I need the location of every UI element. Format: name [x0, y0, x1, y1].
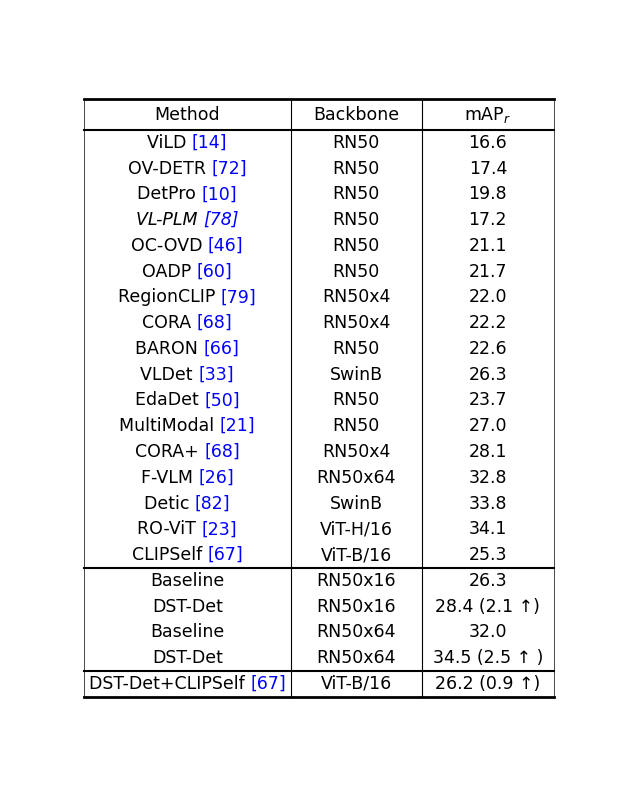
Text: [79]: [79]	[221, 288, 257, 307]
Text: [26]: [26]	[198, 469, 234, 487]
Text: CLIPSelf: CLIPSelf	[131, 546, 207, 564]
Text: 17.2: 17.2	[468, 211, 507, 229]
Text: DetPro: DetPro	[137, 185, 202, 203]
Text: OV-DETR: OV-DETR	[128, 160, 211, 177]
Text: RN50: RN50	[333, 340, 380, 358]
Text: 16.6: 16.6	[468, 134, 507, 152]
Text: DST-Det: DST-Det	[152, 597, 223, 615]
Text: 17.4: 17.4	[468, 160, 507, 177]
Text: 22.0: 22.0	[468, 288, 507, 307]
Text: [68]: [68]	[197, 314, 233, 333]
Text: 19.8: 19.8	[468, 185, 507, 203]
Text: SwinB: SwinB	[330, 495, 383, 512]
Text: [60]: [60]	[197, 262, 233, 281]
Text: RN50x16: RN50x16	[317, 572, 396, 589]
Text: [46]: [46]	[208, 237, 244, 255]
Text: [72]: [72]	[211, 160, 247, 177]
Text: ViT-B/16: ViT-B/16	[321, 675, 392, 693]
Text: [67]: [67]	[250, 675, 285, 693]
Text: CORA: CORA	[142, 314, 197, 333]
Text: [66]: [66]	[203, 340, 239, 358]
Text: 23.7: 23.7	[468, 392, 507, 410]
Text: 22.6: 22.6	[468, 340, 507, 358]
Text: RN50x4: RN50x4	[322, 288, 391, 307]
Text: DST-Det+CLIPSelf: DST-Det+CLIPSelf	[89, 675, 250, 693]
Text: RN50: RN50	[333, 237, 380, 255]
Text: [33]: [33]	[198, 366, 234, 384]
Text: EdaDet: EdaDet	[135, 392, 204, 410]
Text: RN50: RN50	[333, 160, 380, 177]
Text: 34.1: 34.1	[468, 520, 507, 538]
Text: [14]: [14]	[192, 134, 228, 152]
Text: 22.2: 22.2	[468, 314, 507, 333]
Text: 21.7: 21.7	[468, 262, 507, 281]
Text: ViT-H/16: ViT-H/16	[320, 520, 393, 538]
Text: [67]: [67]	[207, 546, 243, 564]
Text: VLDet: VLDet	[141, 366, 198, 384]
Text: RegionCLIP: RegionCLIP	[118, 288, 221, 307]
Text: 32.8: 32.8	[468, 469, 507, 487]
Text: RN50: RN50	[333, 134, 380, 152]
Text: VL-PLM: VL-PLM	[136, 211, 203, 229]
Text: RN50: RN50	[333, 262, 380, 281]
Text: RN50: RN50	[333, 392, 380, 410]
Text: 28.4 (2.1 ↑): 28.4 (2.1 ↑)	[435, 597, 541, 615]
Text: [68]: [68]	[204, 443, 239, 461]
Text: [50]: [50]	[204, 392, 239, 410]
Text: MultiModal: MultiModal	[119, 417, 220, 435]
Text: 21.1: 21.1	[468, 237, 507, 255]
Text: 26.3: 26.3	[468, 366, 507, 384]
Text: OC-OVD: OC-OVD	[131, 237, 208, 255]
Text: 34.5 (2.5 ↑ ): 34.5 (2.5 ↑ )	[433, 649, 543, 667]
Text: RN50: RN50	[333, 185, 380, 203]
Text: 27.0: 27.0	[468, 417, 507, 435]
Text: [21]: [21]	[220, 417, 256, 435]
Text: RO-ViT: RO-ViT	[137, 520, 202, 538]
Text: 26.2 (0.9 ↑): 26.2 (0.9 ↑)	[435, 675, 541, 693]
Text: RN50: RN50	[333, 417, 380, 435]
Text: 28.1: 28.1	[468, 443, 507, 461]
Text: RN50x4: RN50x4	[322, 314, 391, 333]
Text: 26.3: 26.3	[468, 572, 507, 589]
Text: DST-Det: DST-Det	[152, 649, 223, 667]
Text: ViT-B/16: ViT-B/16	[321, 546, 392, 564]
Text: RN50x64: RN50x64	[317, 623, 396, 641]
Text: SwinB: SwinB	[330, 366, 383, 384]
Text: RN50x16: RN50x16	[317, 597, 396, 615]
Text: CORA+: CORA+	[135, 443, 204, 461]
Text: OADP: OADP	[142, 262, 197, 281]
Text: mAP$_r$: mAP$_r$	[464, 105, 511, 125]
Text: RN50x4: RN50x4	[322, 443, 391, 461]
Text: RN50: RN50	[333, 211, 380, 229]
Text: Baseline: Baseline	[150, 572, 225, 589]
Text: Baseline: Baseline	[150, 623, 225, 641]
Text: RN50x64: RN50x64	[317, 469, 396, 487]
Text: [10]: [10]	[202, 185, 237, 203]
Text: Detic: Detic	[144, 495, 195, 512]
Text: 33.8: 33.8	[468, 495, 507, 512]
Text: [82]: [82]	[195, 495, 231, 512]
Text: [78]: [78]	[203, 211, 238, 229]
Text: Backbone: Backbone	[313, 106, 399, 124]
Text: F-VLM: F-VLM	[141, 469, 198, 487]
Text: Method: Method	[154, 106, 220, 124]
Text: ViLD: ViLD	[147, 134, 192, 152]
Text: [23]: [23]	[202, 520, 237, 538]
Text: 32.0: 32.0	[468, 623, 507, 641]
Text: 25.3: 25.3	[468, 546, 507, 564]
Text: BARON: BARON	[135, 340, 203, 358]
Text: RN50x64: RN50x64	[317, 649, 396, 667]
